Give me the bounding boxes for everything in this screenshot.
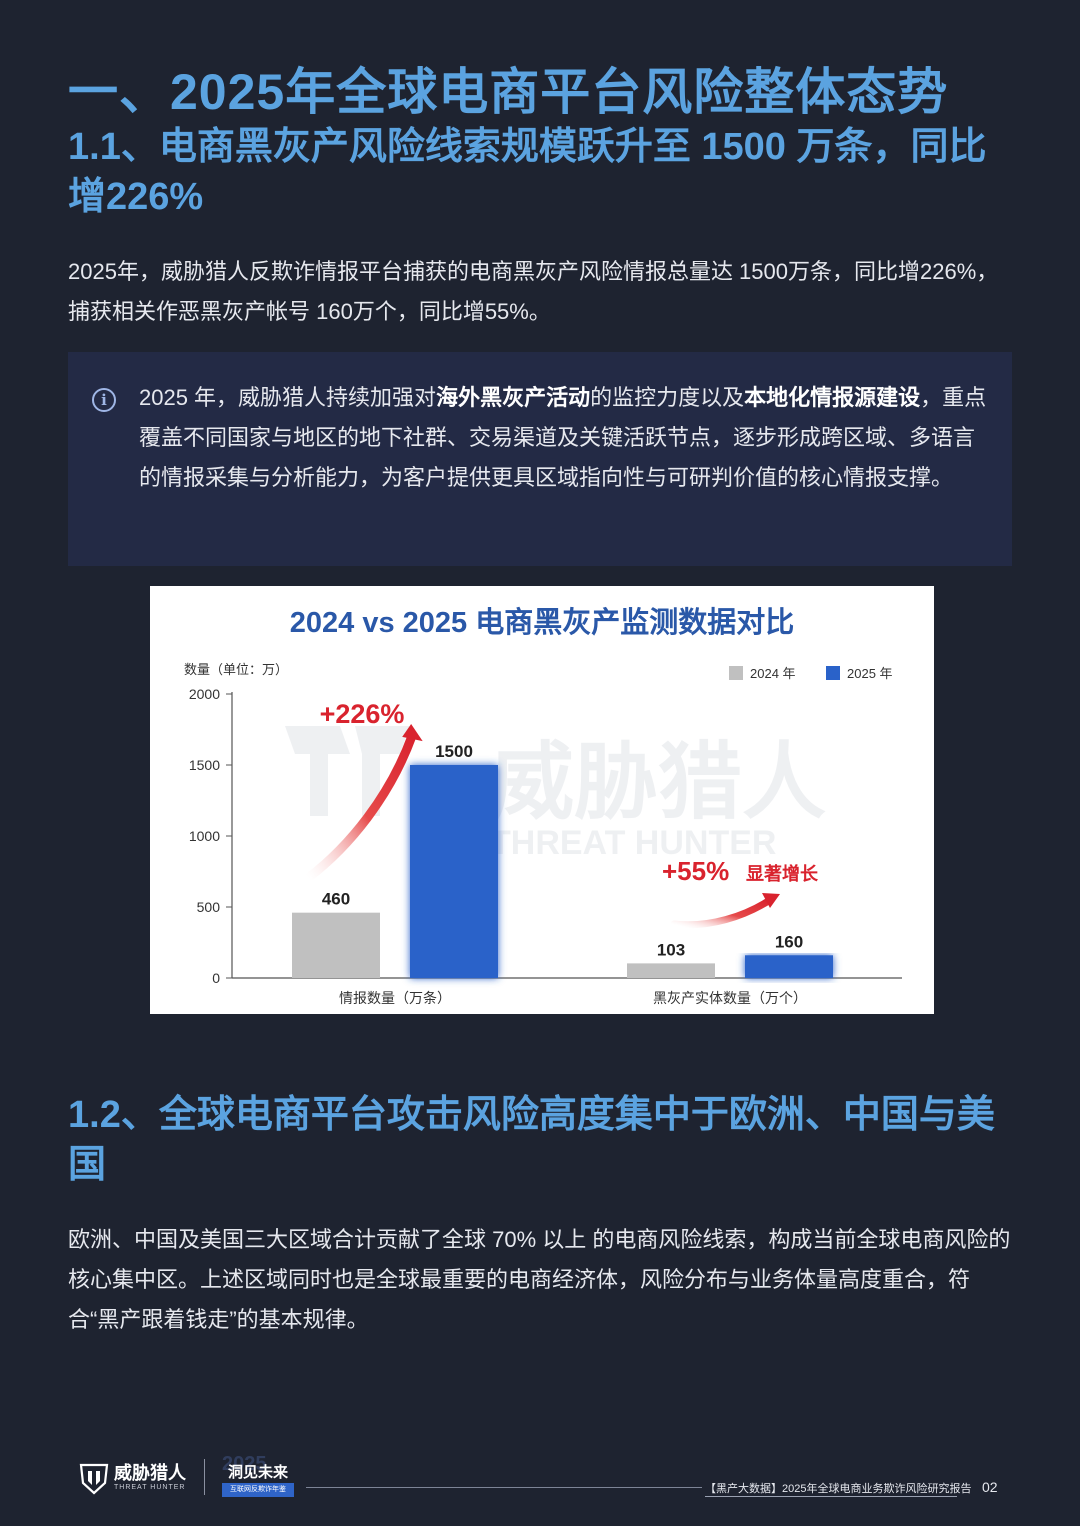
x-category-label: 情报数量（万条）: [339, 990, 451, 1006]
brand-name-en: THREAT HUNTER: [114, 1484, 186, 1491]
info-callout-text: 2025 年，威胁猎人持续加强对海外黑灰产活动的监控力度以及本地化情报源建设，重…: [139, 378, 989, 498]
growth-label-2: +55%: [662, 856, 729, 886]
info-text-part: ，重点覆盖不同国家与地区的地下社群、交易渠道及关键活跃节点，逐步形成跨区域、多语…: [139, 385, 987, 490]
info-text-bold: 海外黑灰产活动: [436, 385, 591, 410]
info-text-part: 2025 年，威胁猎人持续加强对: [139, 385, 437, 410]
report-title: 【黑产大数据】2025年全球电商业务欺诈风险研究报告: [705, 1483, 972, 1495]
section-1-title: 1.1、电商黑灰产风险线索规模跃升至 1500 万条，同比增226%: [68, 126, 987, 218]
report-title-underline: [705, 1496, 957, 1497]
legend-label-2024: 2024 年: [750, 666, 796, 681]
watermark-en: THREAT HUNTER: [490, 824, 776, 862]
event-title: 洞见未来: [228, 1464, 289, 1481]
y-axis-label: 数量（单位：万）: [184, 662, 288, 677]
bar-2025-1: [745, 955, 833, 978]
growth-label-1: +226%: [320, 699, 405, 729]
event-year: 2025: [222, 1453, 267, 1475]
bar-2025-0: [410, 765, 498, 978]
x-category-label: 黑灰产实体数量（万个）: [653, 990, 807, 1006]
section-2-title: 1.2、全球电商平台攻击风险高度集中于欧洲、中国与美国: [68, 1094, 995, 1186]
legend-swatch-2024: [729, 666, 743, 680]
bar-value-label: 103: [657, 940, 685, 959]
legend-label-2025: 2025 年: [847, 666, 893, 681]
info-callout: i 2025 年，威胁猎人持续加强对海外黑灰产活动的监控力度以及本地化情报源建设…: [68, 352, 1012, 566]
growth-arrow-1: [303, 731, 417, 883]
y-tick-label: 1500: [189, 757, 220, 773]
bar-value-label: 1500: [435, 742, 473, 761]
watermark: 威胁猎人 THREAT HUNTER: [285, 726, 826, 862]
growth-arrowhead-1: [402, 724, 423, 742]
bars: 460 1500 情报数量（万条） 103 160 黑灰产实体数量（万个）: [292, 742, 833, 1006]
chart-title: 2024 vs 2025 电商黑灰产监测数据对比: [290, 606, 794, 639]
y-tick-label: 2000: [189, 686, 220, 702]
footer-divider: [204, 1459, 205, 1495]
comparison-chart: 威胁猎人 THREAT HUNTER 2024 vs 2025 电商黑灰产监测数…: [150, 586, 934, 1014]
growth-arrowhead-2: [762, 893, 780, 908]
y-tick-label: 0: [212, 970, 220, 986]
section-2-paragraph: 欧洲、中国及美国三大区域合计贡献了全球 70% 以上 的电商风险线索，构成当前全…: [68, 1227, 1011, 1332]
watermark-cn: 威胁猎人: [490, 735, 826, 829]
bar-2024-1: [627, 963, 715, 978]
info-text-bold: 本地化情报源建设: [744, 385, 921, 410]
page-footer: 威胁猎人 THREAT HUNTER 2025 洞见未来 互联网反欺诈年鉴 【黑…: [0, 1453, 1080, 1515]
page-number: 02: [982, 1479, 998, 1495]
bar-value-label: 160: [775, 932, 803, 951]
brand-name-cn: 威胁猎人: [114, 1463, 186, 1483]
footer-rule: [306, 1487, 702, 1488]
page-heading: 一、2025年全球电商平台风险整体态势: [68, 64, 949, 120]
bar-value-label: 460: [322, 890, 350, 909]
growth-arrow-2: [670, 896, 774, 929]
section-1-paragraph: 2025年，威胁猎人反欺诈情报平台捕获的电商黑灰产风险情报总量达 1500万条，…: [68, 259, 999, 324]
y-ticks: 0 500 1000 1500 2000: [189, 686, 232, 986]
y-tick-label: 1000: [189, 828, 220, 844]
legend-swatch-2025: [826, 666, 840, 680]
growth-label-2-suffix: 显著增长: [746, 863, 819, 884]
y-tick-label: 500: [197, 899, 221, 915]
bar-2024-0: [292, 912, 380, 978]
event-subtitle: 互联网反欺诈年鉴: [222, 1483, 294, 1497]
info-icon: i: [92, 388, 116, 412]
info-text-part: 的监控力度以及: [590, 385, 745, 410]
threat-hunter-logo-icon: [79, 1463, 109, 1495]
chart-svg: 威胁猎人 THREAT HUNTER 2024 vs 2025 电商黑灰产监测数…: [184, 606, 902, 1006]
